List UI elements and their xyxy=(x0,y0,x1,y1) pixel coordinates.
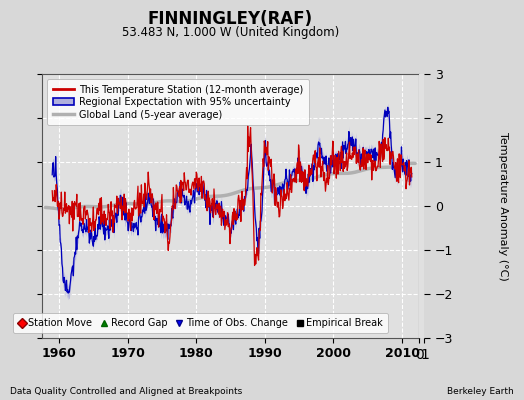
Text: FINNINGLEY(RAF): FINNINGLEY(RAF) xyxy=(148,10,313,28)
Text: 53.483 N, 1.000 W (United Kingdom): 53.483 N, 1.000 W (United Kingdom) xyxy=(122,26,339,39)
Legend: Station Move, Record Gap, Time of Obs. Change, Empirical Break: Station Move, Record Gap, Time of Obs. C… xyxy=(13,314,388,333)
Text: Temperature Anomaly (°C): Temperature Anomaly (°C) xyxy=(498,132,508,280)
Text: Berkeley Earth: Berkeley Earth xyxy=(447,387,514,396)
Text: Data Quality Controlled and Aligned at Breakpoints: Data Quality Controlled and Aligned at B… xyxy=(10,387,243,396)
